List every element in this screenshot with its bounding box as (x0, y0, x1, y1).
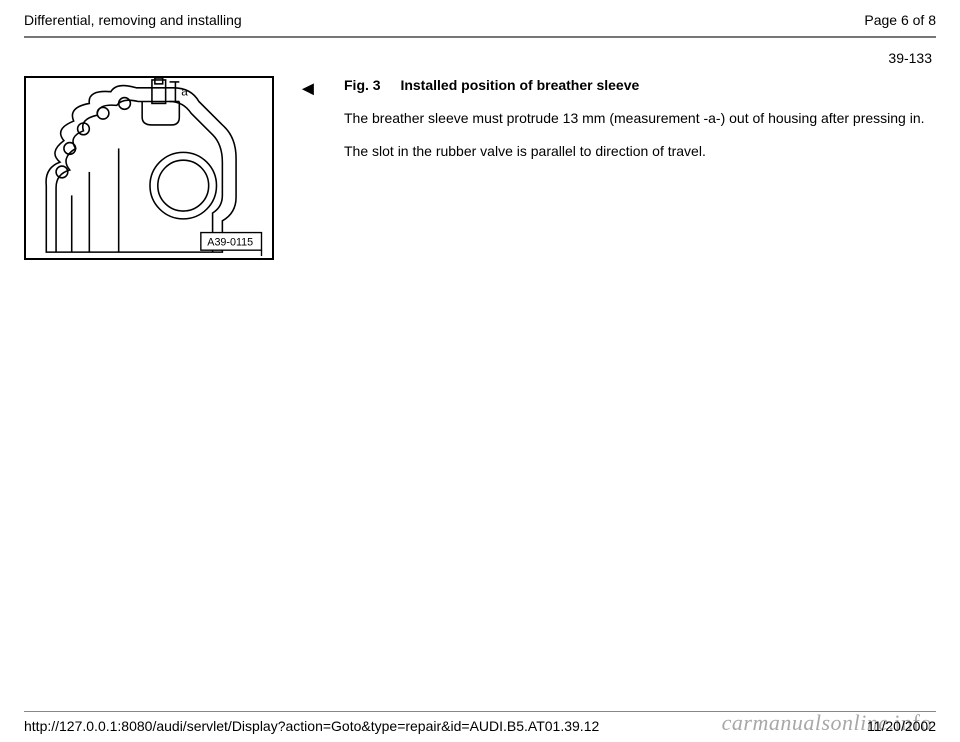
header-rule (24, 36, 936, 38)
footer-date: 11/20/2002 (867, 718, 936, 734)
content-row: a A39-0115 ◄ Fig. 3 Installed position o… (24, 76, 936, 260)
figure-tag: A39-0115 (207, 236, 253, 248)
watermark-brand: carmanualsonline (722, 710, 889, 735)
header-row: Differential, removing and installing Pa… (24, 12, 936, 34)
paragraph-1: The breather sleeve must protrude 13 mm … (344, 109, 936, 128)
pointer-marker: ◄ (298, 76, 320, 101)
header-page-indicator: Page 6 of 8 (864, 12, 936, 28)
figure-illustration: a A39-0115 (24, 76, 274, 260)
callout-a: a (181, 86, 188, 99)
footer-url: http://127.0.0.1:8080/audi/servlet/Displ… (24, 718, 599, 734)
figure-title: Installed position of breather sleeve (400, 77, 639, 93)
header-title: Differential, removing and installing (24, 12, 242, 28)
text-column: Fig. 3 Installed position of breather sl… (344, 76, 936, 175)
differential-housing-svg: a A39-0115 (26, 78, 272, 258)
figure-caption: Fig. 3 Installed position of breather sl… (344, 76, 936, 95)
figure-label: Fig. 3 (344, 77, 381, 93)
paragraph-2: The slot in the rubber valve is parallel… (344, 142, 936, 161)
section-number: 39-133 (24, 50, 936, 66)
page-root: Differential, removing and installing Pa… (0, 0, 960, 742)
